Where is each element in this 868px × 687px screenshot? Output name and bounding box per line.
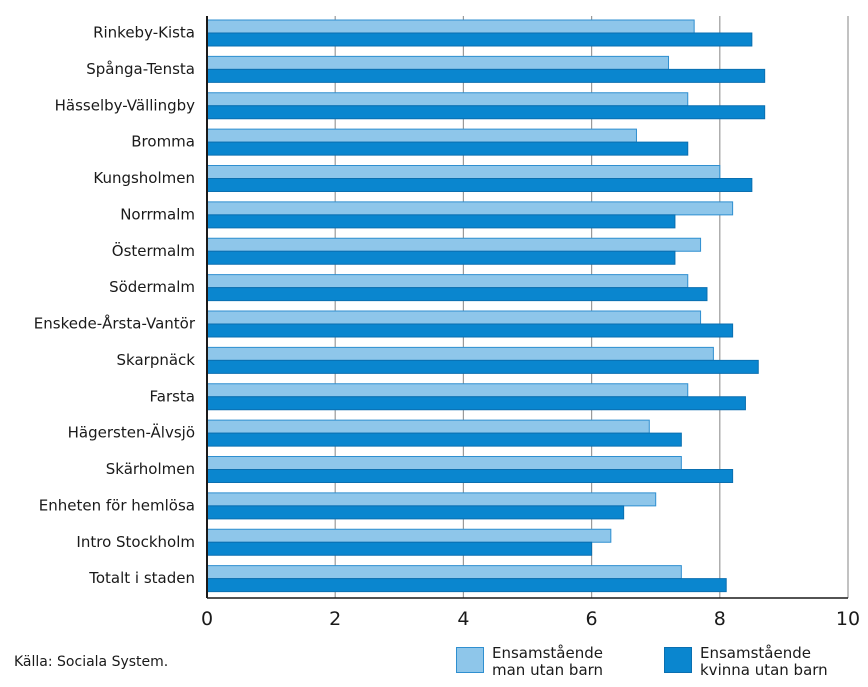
axes: [206, 16, 848, 599]
legend-item-man: Ensamstående man utan barn: [456, 645, 603, 679]
bar-man: [206, 528, 612, 543]
bar-woman: [206, 323, 734, 338]
category-label: Bromma: [131, 133, 195, 151]
category-label: Östermalm: [112, 241, 195, 260]
legend-label-man: Ensamstående man utan barn: [492, 644, 604, 679]
category-labels: Rinkeby-Kista Spånga-Tensta Hässelby-Välli…: [34, 24, 196, 588]
category-label: Intro Stockholm: [76, 533, 195, 551]
bar-woman: [206, 250, 676, 265]
x-tick-labels: 0 2 4 6 8 10: [201, 608, 860, 630]
bar-woman: [206, 359, 759, 374]
category-label: Farsta: [150, 387, 196, 405]
bars: [206, 19, 766, 593]
category-label: Södermalm: [109, 278, 195, 296]
bar-man: [206, 274, 689, 289]
x-tick-label: 8: [714, 608, 726, 630]
bar-woman: [206, 178, 753, 192]
bar-man: [206, 165, 721, 179]
legend-item-woman: Ensamstående kvinna utan barn: [664, 645, 828, 679]
bar-woman: [206, 68, 766, 83]
category-label: Kungsholmen: [93, 169, 195, 187]
category-label: Enheten för hemlösa: [39, 496, 195, 514]
x-tick-label: 2: [329, 608, 341, 630]
bar-man: [206, 565, 682, 580]
category-label: Rinkeby-Kista: [93, 24, 195, 42]
bar-woman: [206, 541, 593, 556]
x-tick-label: 10: [836, 608, 860, 630]
bar-man: [206, 237, 702, 252]
category-label: Totalt i staden: [88, 569, 195, 587]
legend-label-woman: Ensamstående kvinna utan barn: [700, 644, 828, 679]
legend-swatch-man: [456, 647, 484, 673]
bar-woman: [206, 578, 727, 593]
bar-man: [206, 310, 702, 325]
bar-woman: [206, 505, 625, 520]
bar-woman: [206, 432, 682, 447]
bar-man: [206, 92, 689, 107]
bar-woman: [206, 469, 734, 483]
bar-man: [206, 383, 689, 398]
category-label: Enskede-Årsta-Vantör: [34, 314, 196, 333]
bar-man: [206, 456, 682, 470]
bar-woman: [206, 396, 746, 411]
bar-man: [206, 19, 695, 34]
bar-man: [206, 128, 637, 143]
x-tick-label: 6: [586, 608, 598, 630]
bar-woman: [206, 287, 708, 302]
bar-man: [206, 346, 714, 361]
source-note: Källa: Sociala System.: [14, 654, 169, 670]
bar-woman: [206, 141, 689, 156]
bar-man: [206, 419, 650, 434]
bar-man: [206, 55, 670, 70]
bar-woman: [206, 32, 753, 47]
x-tick-label: 4: [457, 608, 469, 630]
category-label: Hägersten-Älvsjö: [68, 423, 195, 442]
bar-man: [206, 201, 734, 216]
legend-swatch-woman: [664, 647, 692, 673]
bar-woman: [206, 214, 676, 229]
category-label: Norrmalm: [120, 205, 195, 223]
category-label: Hässelby-Vällingby: [55, 96, 196, 114]
bar-woman: [206, 105, 766, 120]
category-label: Skärholmen: [106, 460, 195, 478]
x-tick-label: 0: [201, 608, 213, 630]
category-label: Skarpnäck: [117, 351, 196, 369]
bar-man: [206, 492, 657, 507]
category-label: Spånga-Tensta: [86, 60, 195, 78]
